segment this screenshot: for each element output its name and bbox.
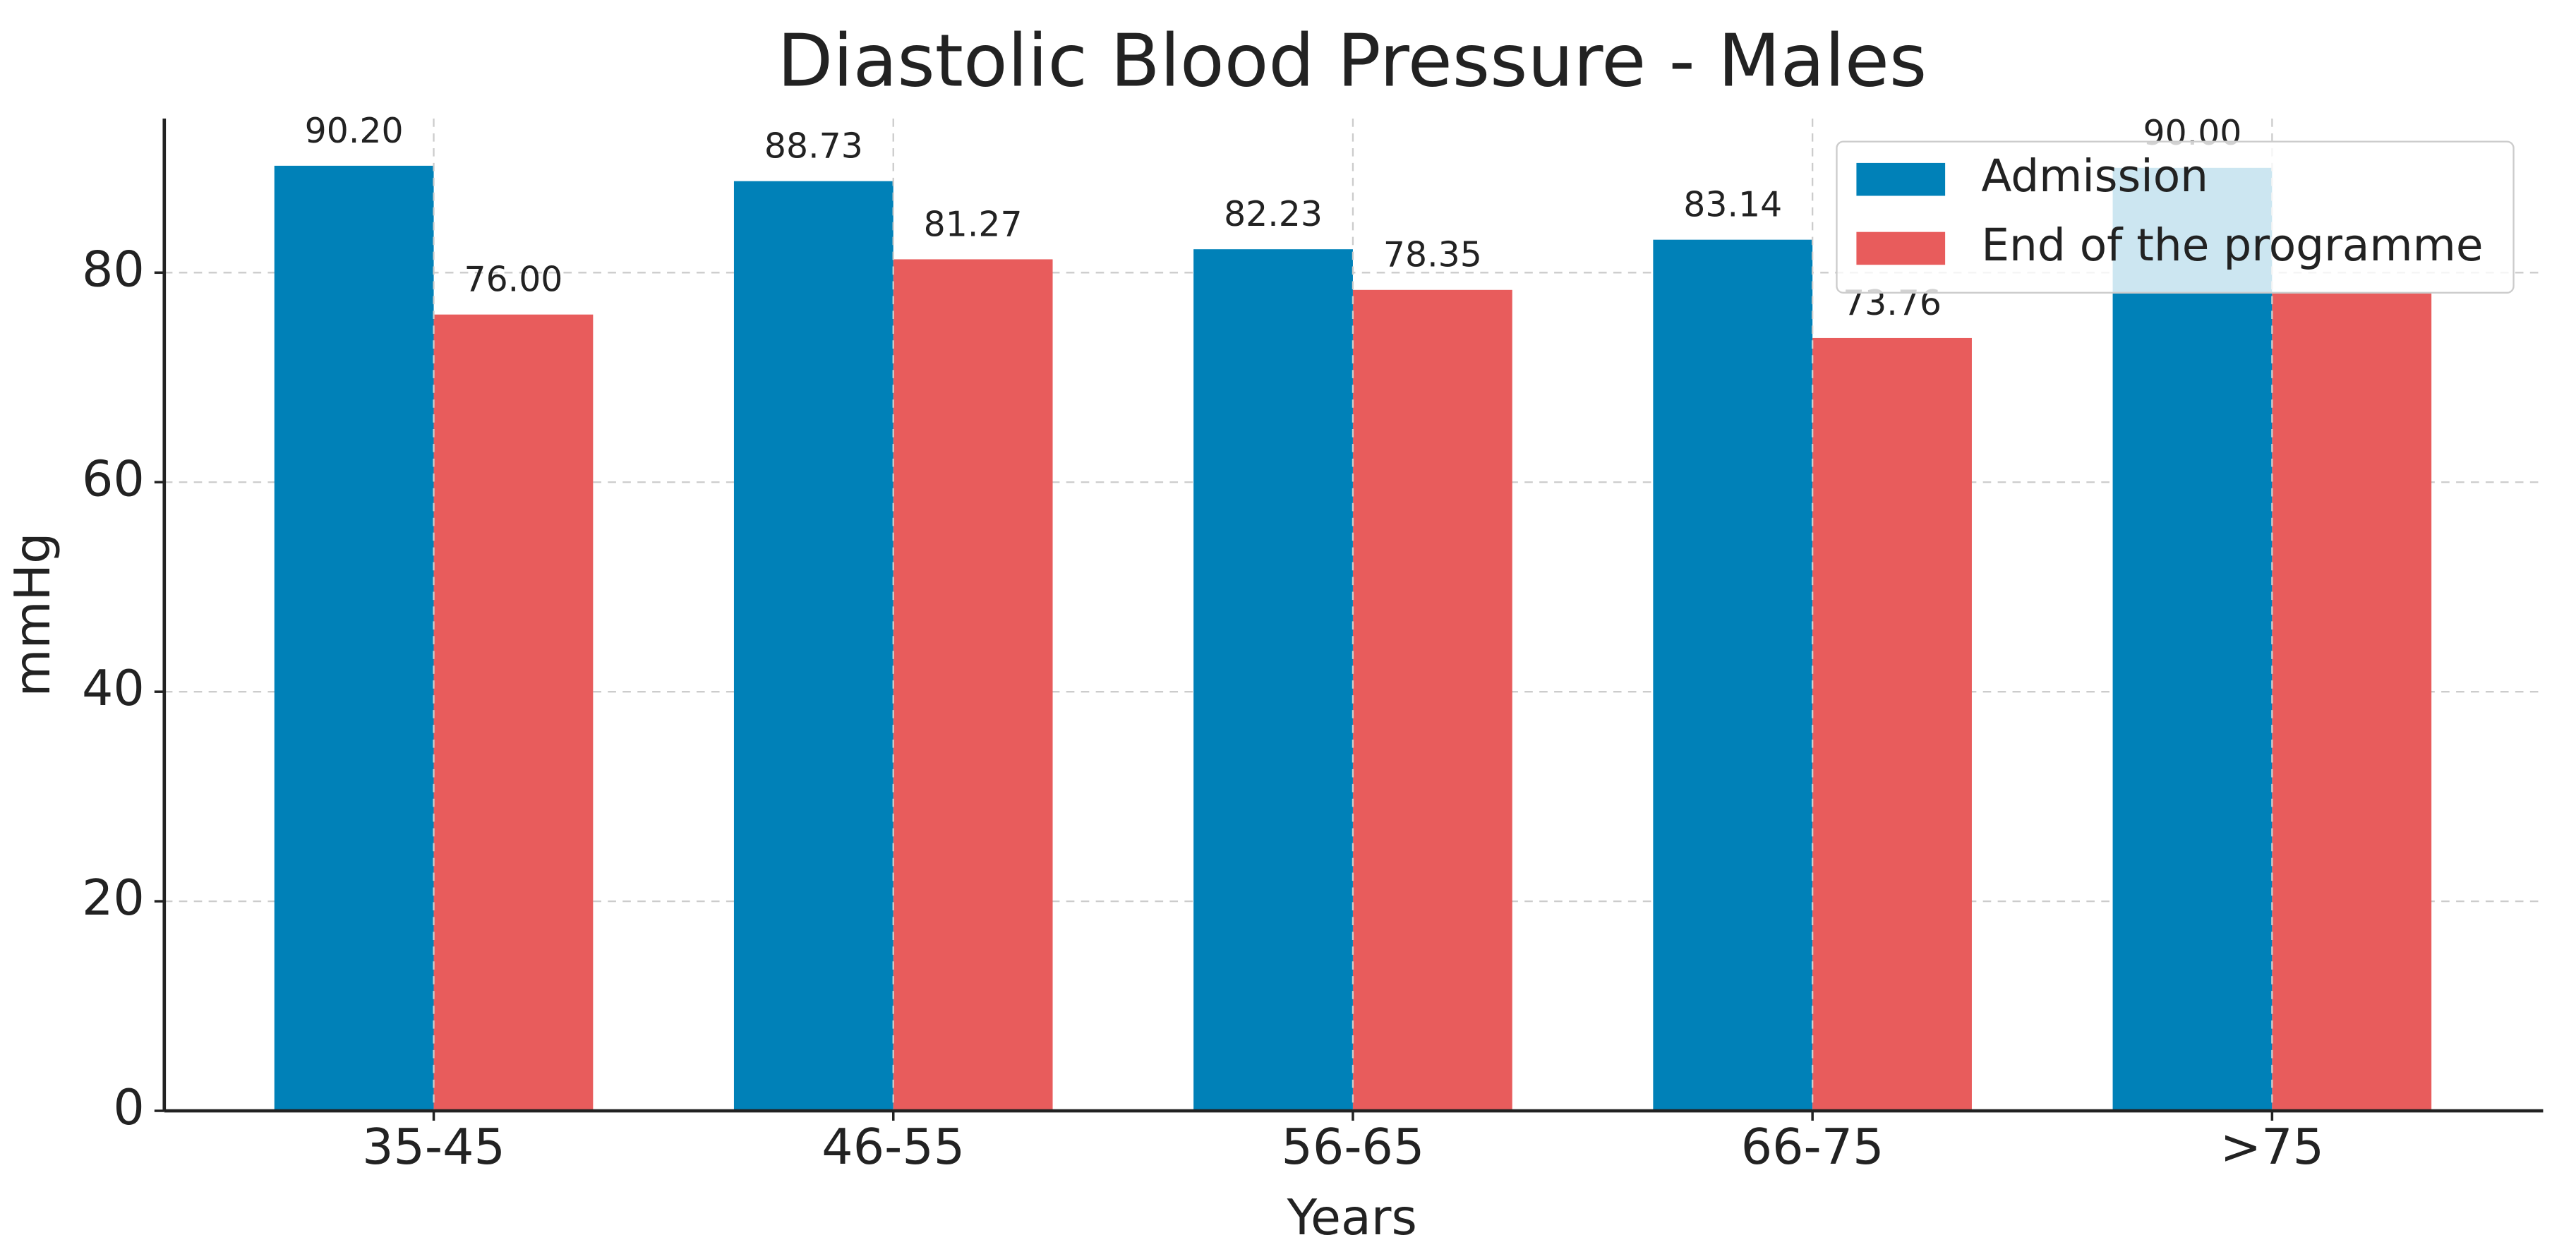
bar: [1653, 239, 1813, 1112]
bar: [893, 259, 1053, 1112]
legend-swatch: [1856, 231, 1946, 265]
value-label: 88.73: [764, 126, 863, 167]
y-tick-label: 80: [82, 241, 145, 298]
bar: [1352, 289, 1512, 1112]
x-tick-label: 56-65: [1281, 1119, 1424, 1176]
value-label: 78.35: [1383, 235, 1482, 275]
legend-label: Admission: [1981, 150, 2208, 202]
x-tick-label: 66-75: [1741, 1119, 1884, 1176]
value-label: 90.20: [305, 111, 404, 151]
bar: [433, 314, 594, 1112]
y-tick-label: 20: [82, 869, 145, 927]
bar: [733, 181, 893, 1112]
value-label: 83.14: [1683, 185, 1782, 225]
legend-box: [1836, 140, 2515, 294]
x-axis-label: Years: [1287, 1189, 1417, 1246]
y-tick-label: 0: [113, 1079, 144, 1136]
value-label: 82.23: [1224, 194, 1323, 234]
bar: [274, 165, 434, 1112]
value-label: 81.27: [924, 204, 1023, 244]
bar: [1812, 337, 1972, 1112]
y-axis-label: mmHg: [4, 533, 61, 697]
y-tick-label: 40: [82, 660, 145, 717]
legend-label: End of the programme: [1981, 219, 2483, 271]
chart-title: Diastolic Blood Pressure - Males: [777, 19, 1927, 103]
bar: [2272, 293, 2432, 1112]
x-tick-label: 35-45: [362, 1119, 505, 1176]
y-tick-label: 60: [82, 450, 145, 507]
bar: [2112, 167, 2273, 1112]
legend-swatch: [1856, 162, 1946, 196]
x-tick-label: 46-55: [821, 1119, 965, 1176]
x-tick-label: >75: [2220, 1119, 2324, 1176]
value-label: 76.00: [464, 260, 562, 300]
bar: [1193, 249, 1353, 1112]
